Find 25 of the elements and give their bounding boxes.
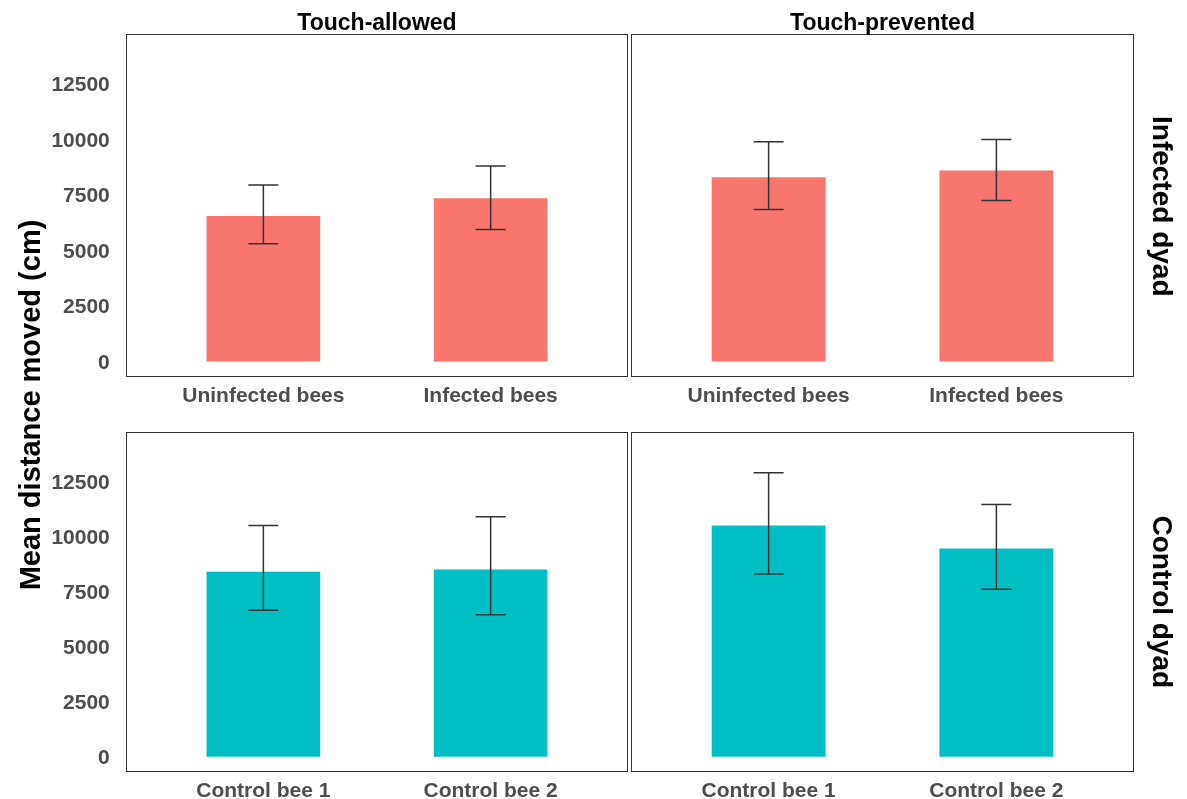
x-tick-label: Control bee 2: [423, 778, 558, 799]
y-tick-label: 10000: [51, 524, 110, 548]
x-tick-label: Uninfected bees: [687, 383, 850, 407]
x-tick-label: Infected bees: [423, 383, 558, 407]
y-tick-label: 0: [98, 349, 110, 373]
y-tick-label: 2500: [63, 294, 110, 318]
x-tick-label: Uninfected bees: [182, 383, 345, 407]
x-tick-label: Infected bees: [929, 383, 1064, 407]
x-tick-label: Control bee 1: [196, 778, 331, 799]
chart-title: Touch-allowed: [297, 9, 457, 35]
y-axis-title: Mean distance moved (cm): [13, 219, 47, 591]
y-tick-label: 12500: [51, 72, 110, 96]
text: Control dyad: [1146, 515, 1178, 689]
y-tick-label: 5000: [63, 238, 110, 262]
y-tick-label: 0: [98, 745, 110, 769]
y-tick-label: 7500: [63, 579, 110, 603]
x-tick-label: Control bee 2: [929, 778, 1064, 799]
y-tick-label: 2500: [63, 689, 110, 713]
y-tick-label: 10000: [51, 127, 110, 151]
chart-title: Touch-prevented: [790, 9, 975, 35]
y-tick-label: 5000: [63, 634, 110, 658]
text: Infected dyad: [1147, 116, 1178, 297]
y-tick-label: 7500: [63, 183, 110, 207]
x-tick-label: Control bee 1: [701, 778, 837, 799]
y-tick-label: 12500: [51, 469, 110, 493]
